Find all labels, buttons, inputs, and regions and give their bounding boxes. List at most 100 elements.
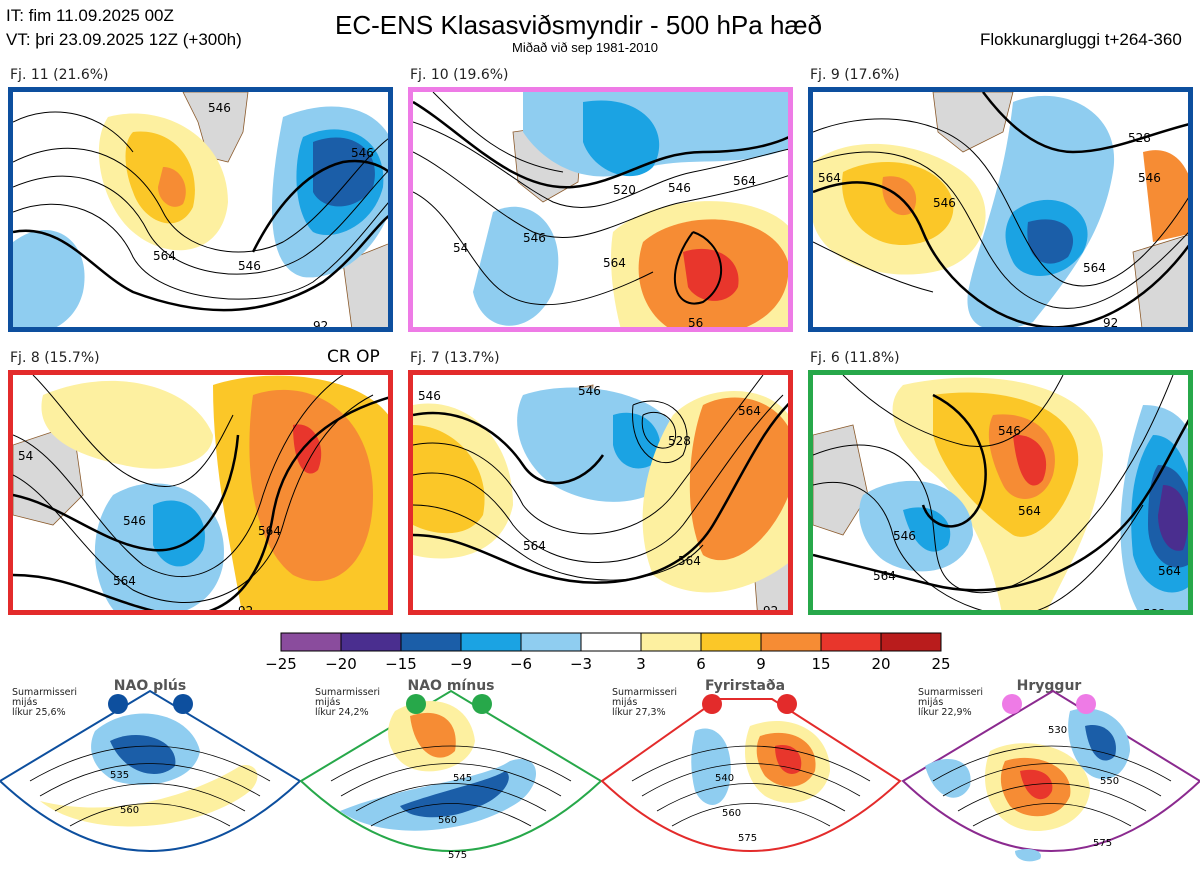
regime-contour-label: 530 (1048, 725, 1067, 736)
contour-label: 546 (933, 196, 956, 210)
anomaly-negative-core (313, 137, 375, 207)
anomaly-negative-strong (583, 100, 660, 177)
contour-label: 92 (1103, 316, 1118, 330)
cluster-map-2: 520 546 564 564 546 54 56 (413, 92, 788, 327)
anomaly-negative-west (13, 230, 85, 327)
contour-label: 564 (1018, 504, 1041, 518)
regime-map-blocking: 540 560 575 (600, 694, 902, 852)
contour-label: 564 (523, 539, 546, 553)
cluster-panel-2: 520 546 564 564 546 54 56 (408, 87, 793, 332)
contour-label: 564 (678, 554, 701, 568)
regime-anomaly-max (775, 745, 802, 774)
regime-marker (777, 694, 797, 714)
anomaly-negative (523, 92, 788, 177)
regime-contour-label: 535 (110, 770, 129, 781)
colorbar-segment (700, 632, 762, 652)
regime-anomaly-negative-south (1015, 848, 1041, 862)
colorbar-tick-label: 9 (756, 655, 766, 673)
regime-marker (1002, 694, 1022, 714)
regime-contour-label: 550 (1100, 776, 1119, 787)
regime-marker (472, 694, 492, 714)
contour-label: 564 (153, 249, 176, 263)
contour-label: 54 (18, 449, 33, 463)
contour-label: 564 (738, 404, 761, 418)
land-greenland (813, 424, 869, 536)
contour-label: 546 (351, 146, 374, 160)
colorbar (280, 632, 942, 652)
init-time: IT: fim 11.09.2025 00Z (6, 6, 174, 25)
regime-title-ridge: Hryggur (1016, 678, 1082, 694)
regime-maps: 535 560 545 560 575 540 560 575 (0, 689, 1200, 862)
anomaly-max (158, 167, 186, 207)
cluster-panel-5: 546 564 564 564 528 546 92 (408, 370, 793, 615)
contour-label: 546 (418, 389, 441, 403)
contour-label: 546 (208, 101, 231, 115)
regime-map-nao-minus: 545 560 575 (299, 689, 603, 861)
anomaly-negative-strong (613, 412, 661, 469)
cluster-map-6: 546 546 564 564 564 582 (813, 375, 1188, 615)
anomaly-negative-west-strong (903, 507, 951, 552)
colorbar-segment (580, 632, 642, 652)
panel-label-1: Fj. 11 (21.6%) (10, 67, 109, 83)
contour-label: 546 (578, 384, 601, 398)
regime-anomaly-negative-east-strong (1085, 725, 1116, 761)
regime-contour-label: 575 (1093, 838, 1112, 849)
contour-label: 564 (113, 574, 136, 588)
regime-contour-label: 575 (738, 833, 757, 844)
regime-contour-label: 545 (453, 773, 472, 784)
cr-op-label: CR OP (327, 347, 380, 367)
contour-label: 546 (668, 181, 691, 195)
contour-label: 582 (1143, 607, 1166, 615)
anomaly-positive-east (1143, 150, 1188, 242)
contour-label: 92 (313, 319, 328, 332)
contour-label: 528 (1128, 131, 1151, 145)
contour-label: 564 (1158, 564, 1181, 578)
valid-time: VT: þri 23.09.2025 12Z (+300h) (6, 30, 242, 49)
regime-map-ridge: 530 550 575 (901, 689, 1200, 862)
contour-bold-2 (982, 92, 1188, 154)
colorbar-segment (340, 632, 402, 652)
regime-note-2: Sumarmisseri mijás líkur 24,2% (315, 687, 381, 718)
regime-anomaly-negative-strong (110, 735, 176, 774)
panel-label-5: Fj. 7 (13.7%) (410, 350, 500, 366)
contour-bold-2 (13, 434, 240, 552)
cluster-map-5: 546 564 564 564 528 546 92 (413, 375, 788, 615)
contour-label: 564 (1083, 261, 1106, 275)
contour-label: 546 (893, 529, 916, 543)
colorbar-tick-label: −20 (325, 655, 357, 673)
colorbar-segment (280, 632, 342, 652)
colorbar-tick-label: −9 (449, 655, 473, 673)
page-subtitle: Miðað við sep 1981-2010 (512, 40, 658, 55)
contour-bold-2 (921, 393, 987, 528)
cluster-map-3: 528 546 564 564 546 92 (813, 92, 1188, 330)
contour-label: 546 (523, 231, 546, 245)
cluster-panel-4: 546 564 564 54 92 (8, 370, 393, 615)
colorbar-segment (460, 632, 522, 652)
contour-label: 564 (258, 524, 281, 538)
panel-label-2: Fj. 10 (19.6%) (410, 67, 509, 83)
contour-bold (813, 418, 1188, 592)
land-europe (342, 243, 388, 327)
panel-label-4: Fj. 8 (15.7%) (10, 350, 100, 366)
regime-note-1: Sumarmisseri mijás líkur 25,6% (12, 687, 78, 718)
colorbar-segment (820, 632, 882, 652)
contour-label: 564 (818, 171, 841, 185)
regime-anomaly-negative (691, 728, 731, 805)
classification-window: Flokkunargluggi t+264-360 (980, 30, 1182, 49)
contour-label: 92 (763, 604, 778, 615)
regime-title-nao-plus: NAO plús (113, 678, 187, 694)
regime-marker (173, 694, 193, 714)
anomaly-negative-core (1027, 219, 1074, 264)
colorbar-segment (400, 632, 462, 652)
contour-bold (13, 396, 388, 610)
contour-label: 564 (603, 256, 626, 270)
contour-label: 564 (873, 569, 896, 583)
colorbar-segment (880, 632, 942, 652)
colorbar-tick-label: −6 (509, 655, 533, 673)
anomaly-max (1013, 434, 1047, 486)
contour-label: 546 (1138, 171, 1161, 185)
colorbar-tick-label: 3 (636, 655, 646, 673)
regime-title-nao-minus: NAO mínus (407, 678, 495, 694)
cluster-panel-3: 528 546 564 564 546 92 (808, 87, 1193, 332)
panel-label-3: Fj. 9 (17.6%) (810, 67, 900, 83)
